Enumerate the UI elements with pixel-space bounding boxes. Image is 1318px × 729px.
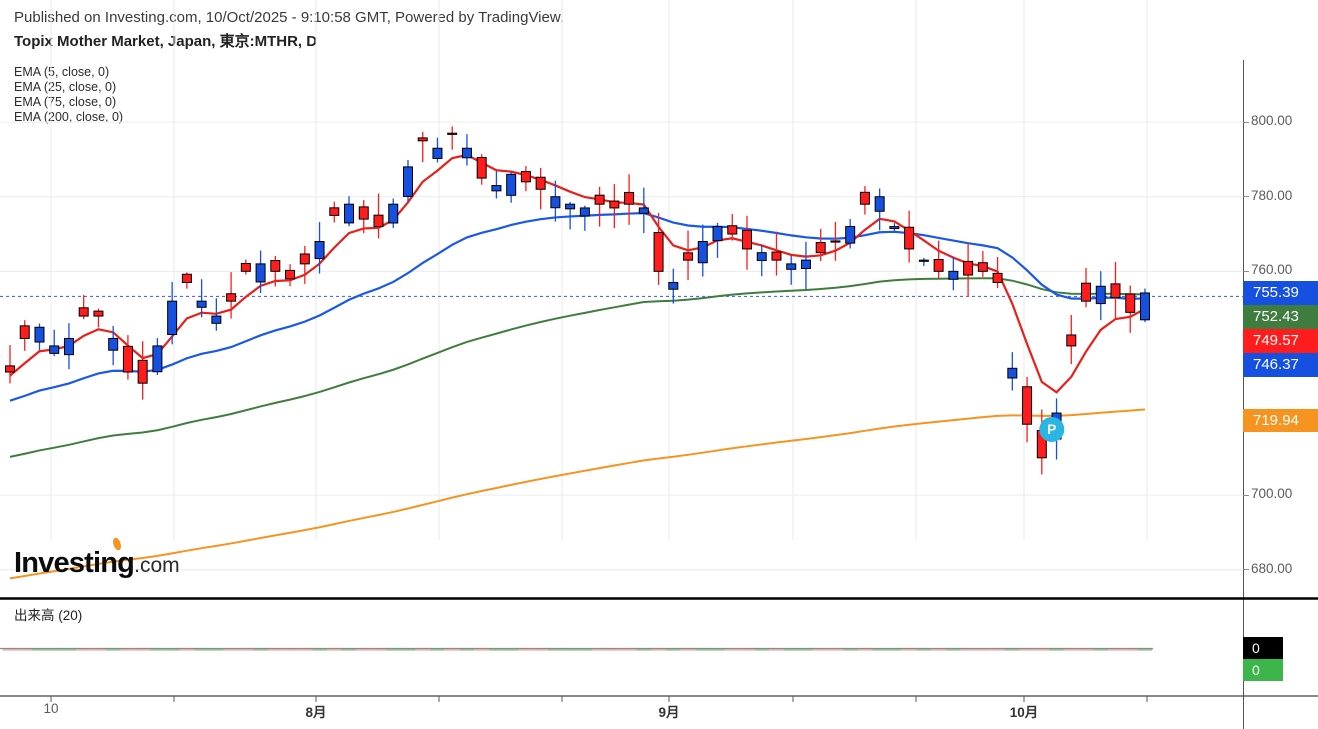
svg-text:P: P: [1047, 422, 1056, 437]
